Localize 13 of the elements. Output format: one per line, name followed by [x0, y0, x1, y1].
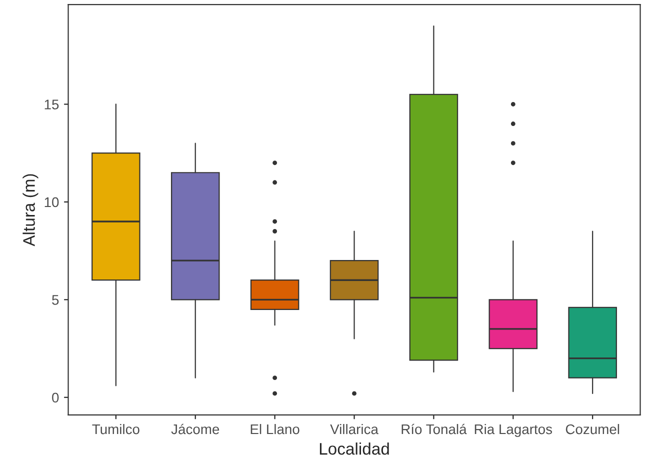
- x-tick-label: El Llano: [250, 424, 300, 434]
- x-tick-label: Jácome: [171, 424, 220, 434]
- x-tick-label: Cozumel: [566, 424, 620, 434]
- y-tick-label: 15: [44, 100, 59, 110]
- x-tick-label: Río Tonalá: [402, 424, 467, 434]
- y-axis-title: Altura (m): [22, 174, 38, 246]
- x-axis-title: Localidad: [320, 442, 389, 455]
- x-tick-label: Ria Lagartos: [474, 424, 552, 437]
- y-tick-label: 5: [52, 295, 59, 305]
- x-tick-label: Villarica: [330, 424, 378, 434]
- x-tick-label: Tumilco: [92, 424, 140, 434]
- y-tick-label: 0: [52, 392, 59, 403]
- y-tick-label: 10: [44, 197, 59, 208]
